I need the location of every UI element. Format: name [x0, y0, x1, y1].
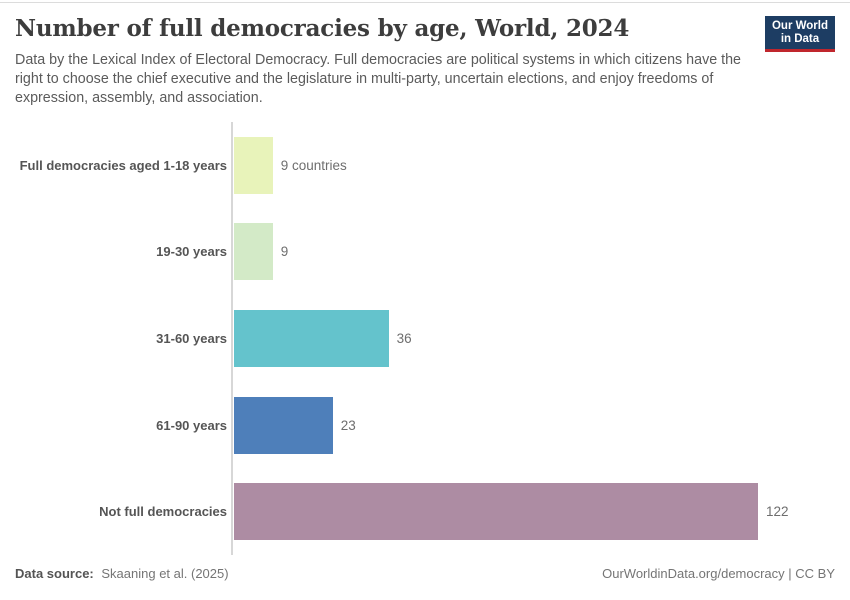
value-label: 36 [396, 330, 412, 346]
category-label: Not full democracies [99, 504, 227, 520]
data-source-label: Data source: [15, 566, 94, 581]
bar[interactable] [234, 396, 333, 454]
y-axis-line [231, 122, 233, 555]
chart-row: 31-60 years 36 [0, 295, 850, 382]
chart-title: Number of full democracies by age, World… [15, 15, 630, 42]
bar[interactable] [234, 223, 273, 281]
owid-logo-line2: in Data [780, 33, 820, 45]
bar[interactable] [234, 309, 389, 367]
data-source-value: Skaaning et al. (2025) [101, 566, 229, 581]
value-label: 9 countries [280, 157, 347, 173]
chart-header: Number of full democracies by age, World… [15, 14, 760, 108]
chart-footer: Data source: Skaaning et al. (2025) OurW… [15, 566, 835, 581]
owid-logo[interactable]: Our World in Data [764, 16, 835, 52]
chart-row: 61-90 years 23 [0, 382, 850, 469]
category-label: 31-60 years [156, 330, 227, 346]
owid-logo-line1: Our World [771, 20, 828, 32]
category-label: 61-90 years [156, 417, 227, 433]
bar-chart: Full democracies aged 1-18 years 9 countr… [0, 122, 850, 555]
bar[interactable] [234, 483, 758, 541]
chart-subtitle: Data by the Lexical Index of Electoral D… [15, 52, 742, 106]
value-label: 23 [340, 417, 356, 433]
category-label: Full democracies aged 1-18 years [19, 157, 227, 173]
chart-rows: Full democracies aged 1-18 years 9 countr… [0, 122, 850, 555]
license-link[interactable]: OurWorldinData.org/democracy | CC BY [602, 566, 835, 581]
chart-row: 19-30 years 9 [0, 209, 850, 296]
top-divider [0, 2, 850, 3]
value-label: 122 [766, 504, 789, 520]
chart-row: Not full democracies 122 [0, 468, 850, 555]
category-label: 19-30 years [156, 244, 227, 260]
value-label: 9 [280, 244, 289, 260]
chart-row: Full democracies aged 1-18 years 9 countr… [0, 122, 850, 209]
bar[interactable] [234, 136, 273, 194]
data-source: Data source: Skaaning et al. (2025) [15, 566, 229, 581]
